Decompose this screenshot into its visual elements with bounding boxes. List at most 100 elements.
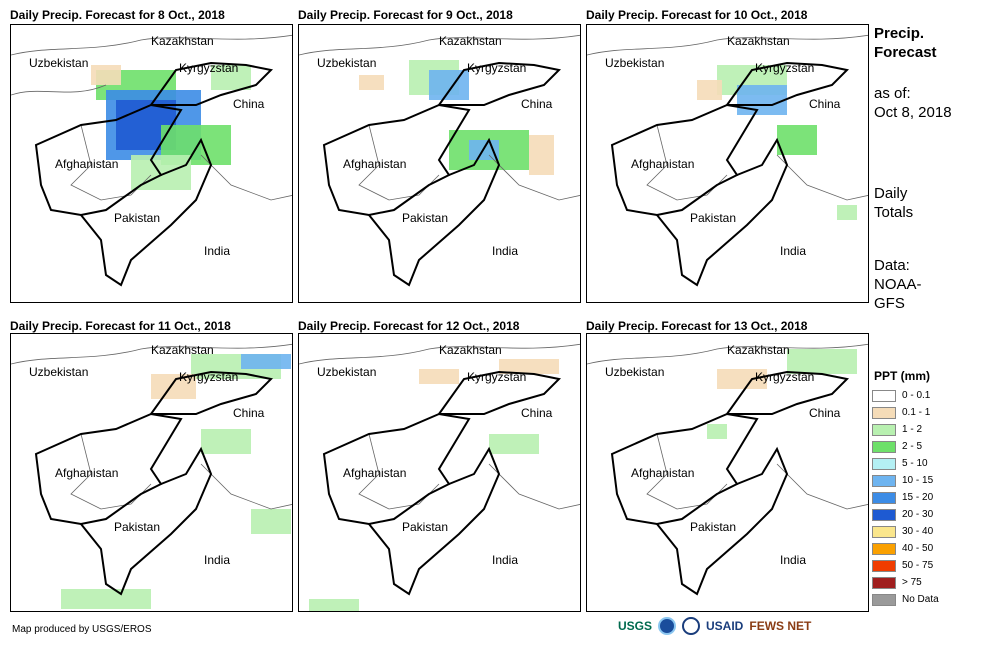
legend-item: 15 - 20 [872,489,939,506]
label-kyrgyzstan: Kyrgyzstan [179,370,239,384]
map-canvas [11,34,292,287]
map-canvas [299,343,580,611]
legend-label: > 75 [902,577,922,588]
forecast-map-oct-11: Kazakhstan Uzbekistan Kyrgyzstan China A… [10,333,293,612]
data-source-2: GFS [874,295,905,312]
legend-swatch [872,474,896,487]
legend-swatch [872,406,896,419]
label-uzbekistan: Uzbekistan [317,56,377,70]
label-india: India [204,553,231,567]
label-kazakhstan: Kazakhstan [439,34,502,48]
legend-swatch [872,423,896,436]
legend-label: 15 - 20 [902,492,934,503]
totals-label: Totals [874,204,914,221]
legend-label: 10 - 15 [902,475,934,486]
label-kazakhstan: Kazakhstan [727,34,790,48]
legend-label: 40 - 50 [902,543,934,554]
label-china: China [809,406,841,420]
legend-swatch [872,559,896,572]
label-uzbekistan: Uzbekistan [29,56,89,70]
panel-title: Daily Precip. Forecast for 12 Oct., 2018 [298,319,520,333]
data-source-1: NOAA- [874,276,922,293]
usaid-logo: USAID [706,619,744,633]
label-uzbekistan: Uzbekistan [605,56,665,70]
label-china: China [521,406,553,420]
legend-item: 5 - 10 [872,455,939,472]
legend-label: No Data [902,594,939,605]
legend-item: 30 - 40 [872,523,939,540]
map-canvas [587,34,868,287]
legend-item: 40 - 50 [872,540,939,557]
label-uzbekistan: Uzbekistan [29,365,89,379]
label-india: India [780,244,807,258]
sidebar-title: Precip. Forecast [874,25,937,61]
legend-label: 0.1 - 1 [902,407,931,418]
label-afghanistan: Afghanistan [55,157,119,171]
label-china: China [809,97,841,111]
legend: PPT (mm) 0 - 0.1 0.1 - 1 1 - 2 2 - 5 5 - 10 1… [872,369,939,608]
label-kyrgyzstan: Kyrgyzstan [179,61,239,75]
label-china: China [521,97,553,111]
noaa-logo-icon [658,617,677,635]
legend-swatch [872,525,896,538]
legend-item: 20 - 30 [872,506,939,523]
forecast-map-oct-12: Kazakhstan Uzbekistan Kyrgyzstan China A… [298,333,581,612]
as-of-date: Oct 8, 2018 [874,104,952,121]
legend-label: 0 - 0.1 [902,390,931,401]
legend-item: 1 - 2 [872,421,939,438]
legend-label: 2 - 5 [902,441,923,452]
label-pakistan: Pakistan [402,520,449,534]
logo-strip: USGS USAID FEWS NET [618,617,811,635]
label-kyrgyzstan: Kyrgyzstan [467,370,527,384]
label-uzbekistan: Uzbekistan [605,365,665,379]
label-india: India [492,244,519,258]
legend-item: No Data [872,591,939,608]
credit-text: Map produced by USGS/EROS [12,624,152,635]
label-india: India [204,244,231,258]
label-kazakhstan: Kazakhstan [439,343,502,357]
legend-label: 20 - 30 [902,509,934,520]
legend-swatch [872,576,896,589]
panel-title: Daily Precip. Forecast for 9 Oct., 2018 [298,8,513,22]
label-kazakhstan: Kazakhstan [151,34,214,48]
forecast-map-oct-8: Kazakhstan Uzbekistan Kyrgyzstan China A… [10,24,293,303]
map-canvas [299,34,580,287]
daily-label: Daily [874,185,908,202]
legend-item: 10 - 15 [872,472,939,489]
label-india: India [492,553,519,567]
legend-swatch [872,508,896,521]
panel-title: Daily Precip. Forecast for 10 Oct., 2018 [586,8,808,22]
data-label: Data: [874,257,910,274]
label-afghanistan: Afghanistan [343,466,407,480]
map-canvas [587,343,868,596]
label-china: China [233,97,265,111]
legend-label: 50 - 75 [902,560,934,571]
forecast-map-oct-9: Kazakhstan Uzbekistan Kyrgyzstan China A… [298,24,581,303]
label-kyrgyzstan: Kyrgyzstan [755,61,815,75]
label-pakistan: Pakistan [114,211,161,225]
legend-swatch [872,457,896,470]
label-kazakhstan: Kazakhstan [151,343,214,357]
legend-label: 30 - 40 [902,526,934,537]
forecast-map-oct-10: Kazakhstan Uzbekistan Kyrgyzstan China A… [586,24,869,303]
legend-label: 5 - 10 [902,458,928,469]
state-seal-icon [682,617,701,635]
as-of-label: as of: [874,85,911,102]
usgs-logo: USGS [618,619,653,633]
label-afghanistan: Afghanistan [343,157,407,171]
label-kazakhstan: Kazakhstan [727,343,790,357]
forecast-map-oct-13: Kazakhstan Uzbekistan Kyrgyzstan China A… [586,333,869,612]
legend-item: 0 - 0.1 [872,387,939,404]
panel-title: Daily Precip. Forecast for 11 Oct., 2018 [10,319,231,333]
label-india: India [780,553,807,567]
legend-swatch [872,389,896,402]
panel-title: Daily Precip. Forecast for 13 Oct., 2018 [586,319,808,333]
label-china: China [233,406,265,420]
legend-swatch [872,593,896,606]
label-kyrgyzstan: Kyrgyzstan [755,370,815,384]
map-canvas [11,343,292,609]
legend-item: 50 - 75 [872,557,939,574]
label-pakistan: Pakistan [114,520,161,534]
legend-item: 2 - 5 [872,438,939,455]
panel-title: Daily Precip. Forecast for 8 Oct., 2018 [10,8,225,22]
